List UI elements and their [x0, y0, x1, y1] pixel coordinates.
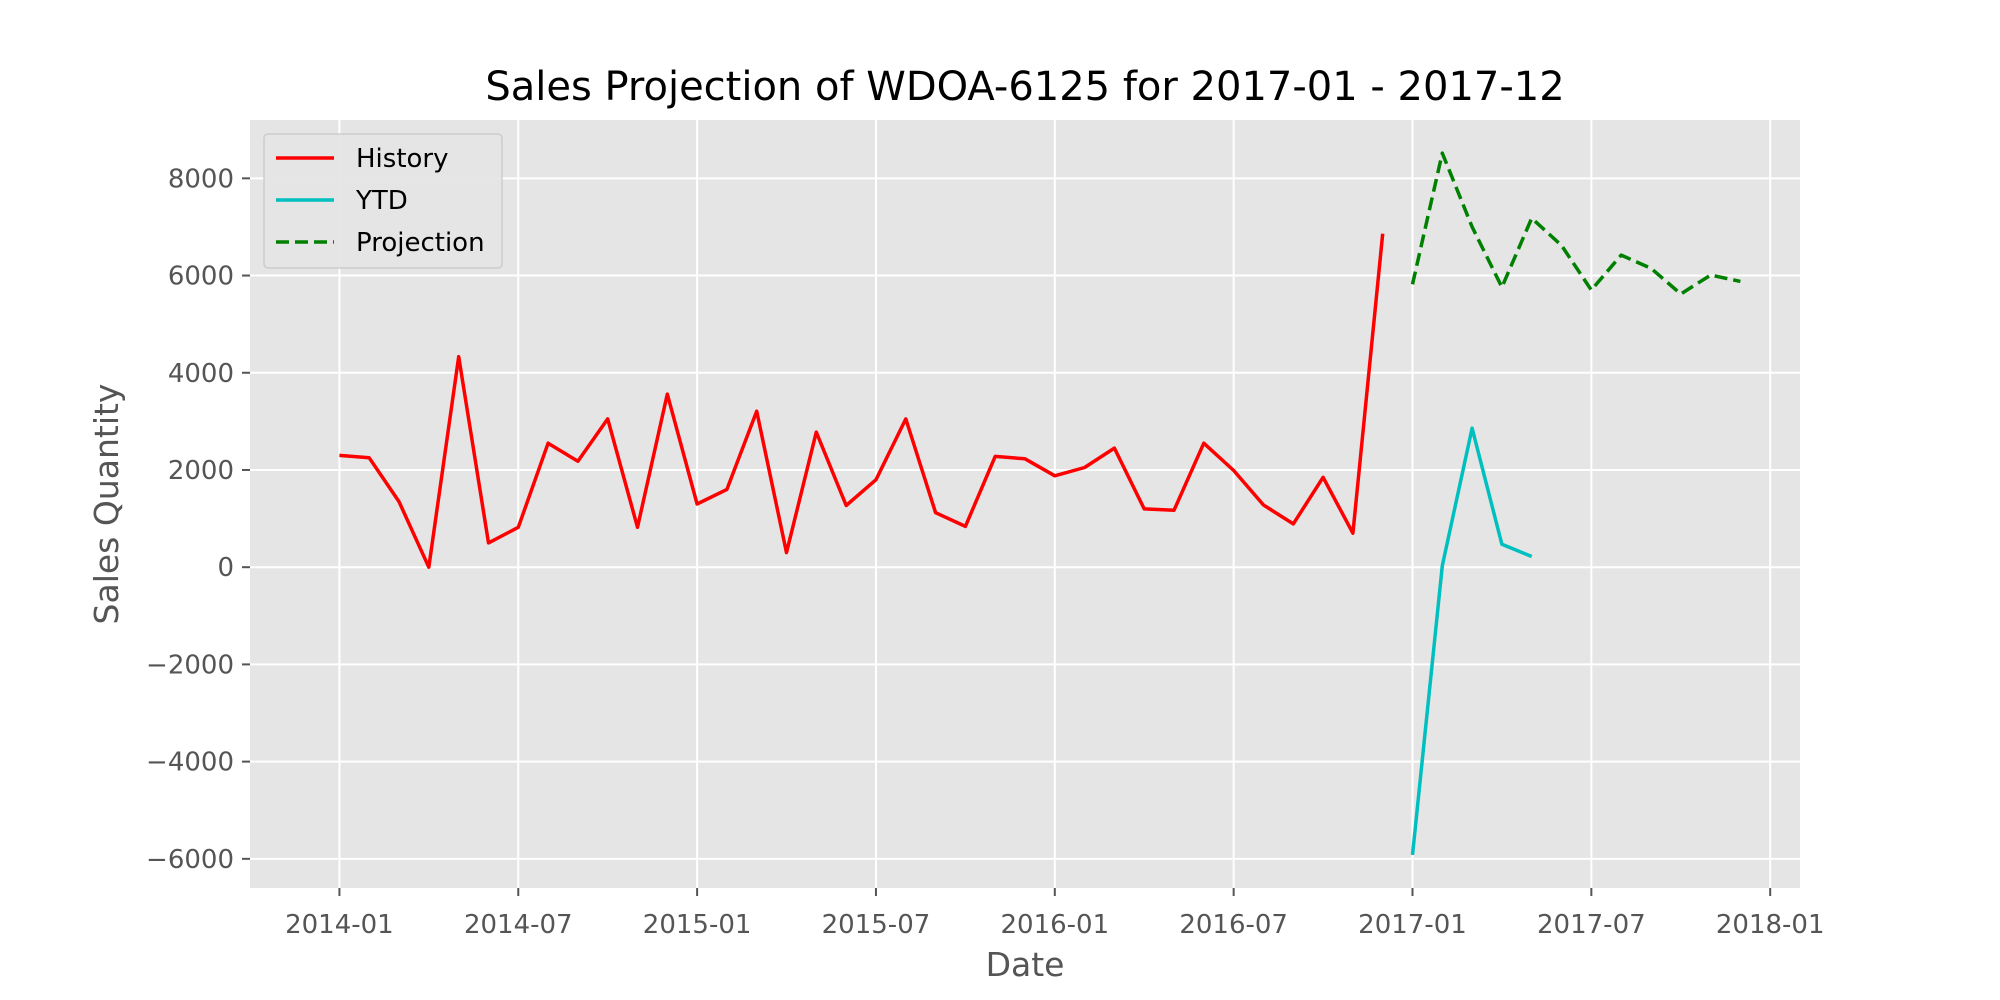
y-tick-label: −6000	[146, 845, 234, 875]
grid	[250, 120, 1800, 888]
x-axis-label: Date	[986, 945, 1065, 984]
x-tick-label: 2017-07	[1537, 910, 1646, 940]
x-tick-label: 2017-01	[1358, 910, 1467, 940]
series-line-history	[339, 233, 1385, 569]
legend-box	[263, 133, 503, 269]
y-tick-label: 8000	[168, 164, 234, 194]
y-tick-label: 4000	[168, 359, 234, 389]
x-axis-ticks: 2014-01 2014-07 2015-01 2015-07 2016-01 2016-…	[285, 888, 1825, 940]
x-tick-label: 2016-01	[1000, 910, 1109, 940]
legend: History YTD Projection	[263, 133, 503, 269]
series-line-projection	[1410, 151, 1741, 296]
series-layer	[339, 151, 1741, 856]
y-tick-label: 6000	[168, 262, 234, 292]
legend-label-history: History	[356, 144, 449, 174]
plot-area-background	[250, 120, 1800, 888]
y-tick-label: 2000	[168, 456, 234, 486]
y-axis-ticks: 8000 6000 4000 2000 0 −2000 −4000 −6000	[146, 164, 250, 875]
y-tick-label: −2000	[146, 650, 234, 680]
legend-label-projection: Projection	[356, 228, 485, 258]
legend-label-ytd: YTD	[355, 186, 408, 216]
y-tick-label: 0	[217, 553, 234, 583]
x-tick-label: 2014-07	[464, 910, 573, 940]
x-tick-label: 2015-07	[822, 910, 931, 940]
y-axis-label: Sales Quantity	[87, 384, 126, 625]
chart-title: Sales Projection of WDOA-6125 for 2017-0…	[485, 64, 1564, 110]
y-tick-label: −4000	[146, 748, 234, 778]
x-tick-label: 2015-01	[643, 910, 752, 940]
series-line-ytd	[1410, 426, 1533, 856]
x-tick-label: 2016-07	[1179, 910, 1288, 940]
x-tick-label: 2014-01	[285, 910, 394, 940]
x-tick-label: 2018-01	[1716, 910, 1825, 940]
